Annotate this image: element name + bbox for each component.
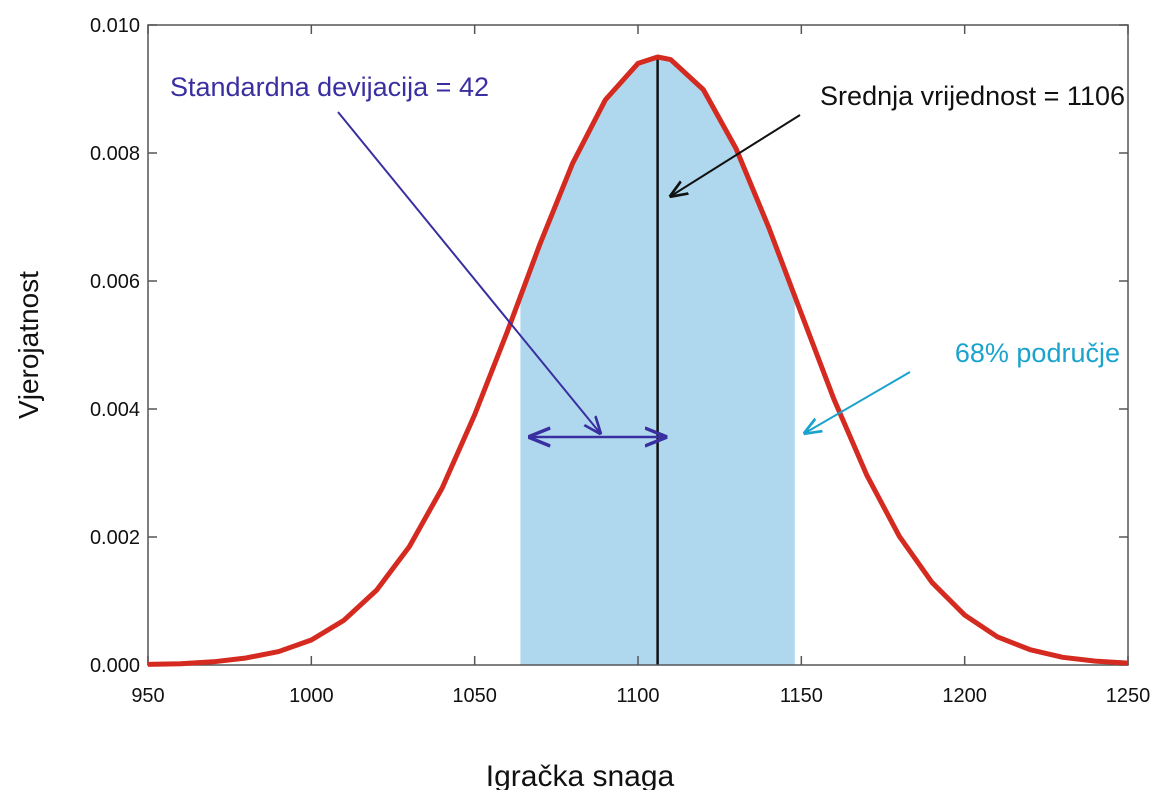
- area-annotation: 68% područje: [955, 338, 1120, 368]
- sd-annotation: Standardna devijacija = 42: [170, 72, 489, 102]
- y-tick-label: 0.006: [90, 271, 140, 293]
- x-tick-label: 1250: [1106, 685, 1151, 707]
- y-tick-label: 0.010: [90, 15, 140, 37]
- x-tick-label: 1050: [452, 685, 497, 707]
- y-tick-label: 0.004: [90, 399, 140, 421]
- area-arrow: [805, 371, 911, 433]
- curve: [147, 54, 1129, 667]
- y-tick-label: 0.008: [90, 143, 140, 165]
- y-tick-label: 0.002: [90, 527, 140, 549]
- mean-annotation: Srednja vrijednost = 1106: [820, 81, 1125, 111]
- y-tick-label: 0.000: [90, 655, 140, 677]
- y-axis-label: Vjerojatnost: [13, 271, 44, 419]
- sd-arrow: [337, 111, 600, 433]
- mean-arrow: [671, 114, 801, 196]
- x-tick-label: 1150: [780, 685, 823, 707]
- x-tick-label: 1100: [616, 685, 659, 707]
- x-tick-label: 1200: [942, 685, 987, 707]
- x-tick-label: 1000: [289, 685, 334, 707]
- x-axis-label: Igračka snaga: [486, 760, 675, 790]
- plot-layer: 950 1000 1050 1100 1150 1200 1250 0.000 0.002 0.0…: [90, 15, 1150, 707]
- x-tick-label: 950: [131, 685, 164, 707]
